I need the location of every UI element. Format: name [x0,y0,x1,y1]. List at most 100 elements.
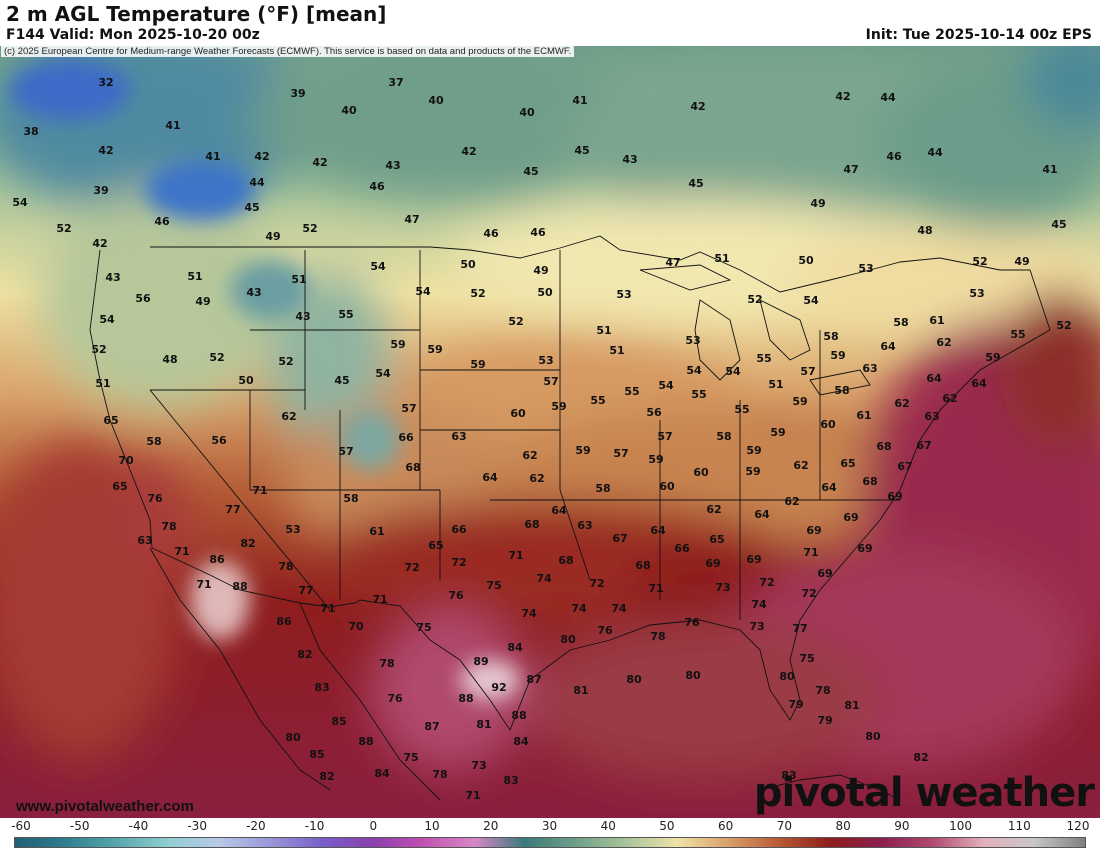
temperature-value: 41 [572,94,587,107]
temperature-value: 76 [147,492,163,505]
temperature-value: 65 [112,480,127,493]
us-mexico-border [151,547,511,731]
temperature-value: 59 [745,465,760,478]
temperature-value: 85 [331,715,346,728]
temperature-value: 57 [657,430,672,443]
temperature-value: 72 [451,556,466,569]
legend-tick: 0 [369,819,378,833]
temperature-value: 59 [390,338,405,351]
temperature-value: 44 [880,91,896,104]
temperature-value: 64 [482,471,498,484]
temperature-value: 80 [779,670,795,683]
temperature-value: 39 [290,87,305,100]
temperature-value: 42 [92,237,107,250]
temperature-value: 42 [312,156,327,169]
temperature-value: 68 [524,518,539,531]
temperature-value: 42 [461,145,476,158]
temperature-value: 62 [281,410,296,423]
temperature-value: 59 [746,444,761,457]
temperature-value: 82 [913,751,928,764]
temperature-value: 60 [510,407,526,420]
temperature-value: 57 [613,447,628,460]
temperature-value: 65 [840,457,855,470]
temperature-value: 43 [105,271,120,284]
init-time: Init: Tue 2025-10-14 00z EPS [865,27,1092,43]
temperature-value: 70 [118,454,134,467]
temperature-value: 50 [798,254,814,267]
copyright-notice: (c) 2025 European Centre for Medium-rang… [1,46,575,57]
legend-tick: 110 [1007,819,1031,833]
temperature-value: 75 [486,579,501,592]
temperature-value: 87 [526,673,541,686]
temperature-value: 46 [886,150,902,163]
legend-tick: 60 [718,819,734,833]
temperature-value: 92 [491,681,506,694]
temperature-value: 86 [209,553,225,566]
temperature-value: 56 [135,292,151,305]
temperature-value: 63 [862,362,877,375]
temperature-value: 54 [99,313,115,326]
temperature-value: 41 [205,150,220,163]
temperature-value: 64 [880,340,896,353]
temperature-value: 46 [154,215,170,228]
temperature-value: 81 [844,699,859,712]
temperature-value: 52 [747,293,762,306]
temperature-value: 40 [519,106,535,119]
temperature-value: 49 [195,295,210,308]
temperature-value: 51 [95,377,110,390]
temperature-labels: 32 37 39 40 40 41 40 42 42 44 38 41 42 41 42 42 43 42 45 43… [12,76,1071,802]
temperature-value: 59 [427,343,442,356]
legend-tick: -20 [246,819,266,833]
temperature-map[interactable]: 32 37 39 40 40 41 40 42 42 44 38 41 42 41 42 42 43 42 45 43… [0,46,1100,818]
legend-tick: 30 [541,819,558,833]
temperature-value: 51 [187,270,202,283]
legend-tick: 90 [894,819,910,833]
legend-tick: -50 [69,819,90,833]
temperature-value: 71 [320,602,335,615]
temperature-value: 62 [706,503,721,516]
temperature-value: 46 [483,227,499,240]
temperature-value: 65 [428,539,443,552]
temperature-value: 45 [244,201,259,214]
temperature-value: 86 [276,615,292,628]
temperature-value: 57 [800,365,815,378]
temperature-value: 38 [23,125,38,138]
temperature-value: 79 [788,698,803,711]
temperature-value: 62 [529,472,544,485]
temperature-value: 52 [1056,319,1071,332]
temperature-value: 42 [690,100,705,113]
temperature-value: 76 [448,589,464,602]
site-url[interactable]: www.pivotalweather.com [16,798,194,815]
valid-time: F144 Valid: Mon 2025-10-20 00z [6,27,260,43]
temperature-value: 80 [626,673,642,686]
temperature-value: 74 [751,598,767,611]
temperature-value: 43 [385,159,400,172]
temperature-value: 60 [659,480,675,493]
temperature-value: 51 [609,344,624,357]
temperature-value: 54 [375,367,391,380]
temperature-detail [10,60,520,700]
temperature-value: 62 [793,459,808,472]
legend-tick: 10 [424,819,440,833]
temperature-value: 52 [91,343,106,356]
temperature-value: 44 [927,146,943,159]
temperature-value: 68 [876,440,891,453]
temperature-value: 77 [225,503,240,516]
temperature-value: 45 [574,144,589,157]
header: 2 m AGL Temperature (°F) [mean] F144 Val… [0,0,1100,46]
legend-tick: 70 [776,819,793,833]
temperature-value: 82 [240,537,255,550]
temperature-value: 54 [803,294,819,307]
temperature-value: 44 [249,176,265,189]
temperature-value: 78 [815,684,830,697]
temperature-value: 70 [348,620,364,633]
temperature-value: 37 [388,76,403,89]
temperature-value: 52 [56,222,71,235]
temperature-value: 84 [507,641,523,654]
temperature-value: 59 [770,426,785,439]
temperature-value: 71 [508,549,523,562]
temperature-value: 52 [302,222,317,235]
temperature-value: 41 [1042,163,1057,176]
temperature-value: 46 [530,226,546,239]
temperature-value: 55 [734,403,749,416]
